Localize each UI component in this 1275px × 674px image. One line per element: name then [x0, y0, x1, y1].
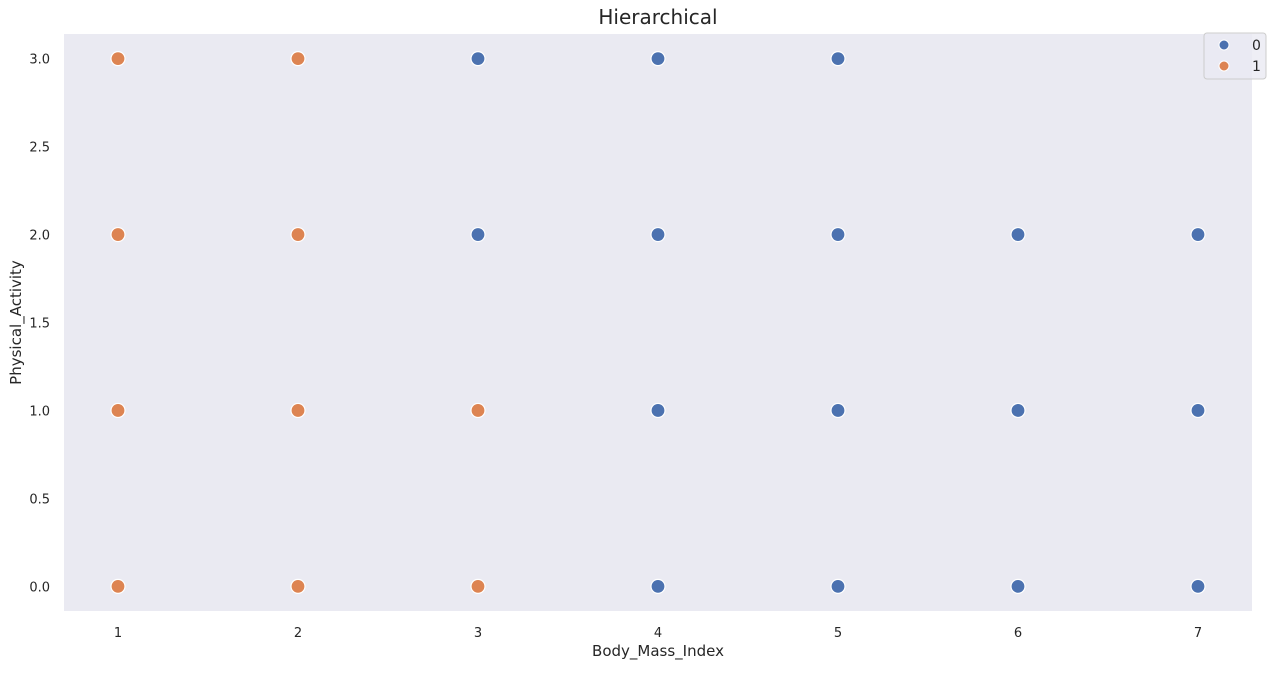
y-tick-label: 3.0 — [29, 53, 50, 68]
x-tick-labels: 1 2 3 4 5 6 7 — [114, 626, 1202, 641]
data-point-series-0 — [1190, 578, 1206, 594]
x-tick-label: 3 — [474, 626, 482, 641]
y-tick-label: 1.5 — [29, 317, 50, 332]
x-tick-label: 7 — [1194, 626, 1202, 641]
data-point-series-1 — [110, 51, 126, 67]
data-point-series-0 — [1010, 402, 1026, 419]
y-tick-label: 2.5 — [29, 141, 50, 156]
y-axis-label: Physical_Activity — [7, 260, 26, 385]
x-tick-label: 6 — [1014, 626, 1022, 641]
data-point-series-0 — [650, 402, 666, 419]
data-point-series-1 — [290, 51, 306, 67]
y-tick-label: 0.0 — [29, 580, 50, 595]
x-tick-label: 1 — [114, 626, 122, 641]
data-point-series-0 — [470, 51, 486, 67]
data-point-series-1 — [110, 226, 126, 243]
x-tick-label: 5 — [834, 626, 842, 641]
chart-title: Hierarchical — [598, 5, 717, 29]
data-point-series-0 — [650, 226, 666, 243]
legend: 01 — [1203, 32, 1267, 80]
y-tick-label: 2.0 — [29, 229, 50, 244]
data-point-series-1 — [290, 578, 306, 594]
data-point-series-1 — [290, 402, 306, 419]
data-point-series-1 — [110, 578, 126, 594]
plot-area — [64, 34, 1252, 611]
data-point-series-0 — [1190, 226, 1206, 243]
legend-label-1: 1 — [1252, 59, 1261, 75]
data-point-series-0 — [1010, 226, 1026, 243]
data-point-series-0 — [1010, 578, 1026, 594]
data-point-series-1 — [290, 226, 306, 243]
x-tick-label: 2 — [294, 626, 302, 641]
data-point-series-0 — [830, 51, 846, 67]
data-point-series-1 — [470, 578, 486, 594]
data-point-series-0 — [1190, 402, 1206, 419]
legend-label-0: 0 — [1252, 38, 1261, 54]
data-point-series-0 — [650, 578, 666, 594]
legend-marker-0 — [1218, 39, 1230, 51]
x-axis-label: Body_Mass_Index — [592, 642, 724, 661]
data-points — [110, 51, 1206, 594]
data-point-series-0 — [830, 578, 846, 594]
data-point-series-0 — [830, 402, 846, 419]
data-point-series-0 — [830, 226, 846, 243]
x-tick-label: 4 — [654, 626, 662, 641]
data-point-series-0 — [650, 51, 666, 67]
y-tick-label: 0.5 — [29, 492, 50, 507]
y-tick-label: 1.0 — [29, 404, 50, 419]
data-point-series-1 — [470, 402, 486, 419]
legend-marker-1 — [1218, 60, 1230, 72]
data-point-series-0 — [470, 226, 486, 243]
y-tick-labels: 0.0 0.5 1.0 1.5 2.0 2.5 3.0 — [29, 53, 50, 596]
data-point-series-1 — [110, 402, 126, 419]
